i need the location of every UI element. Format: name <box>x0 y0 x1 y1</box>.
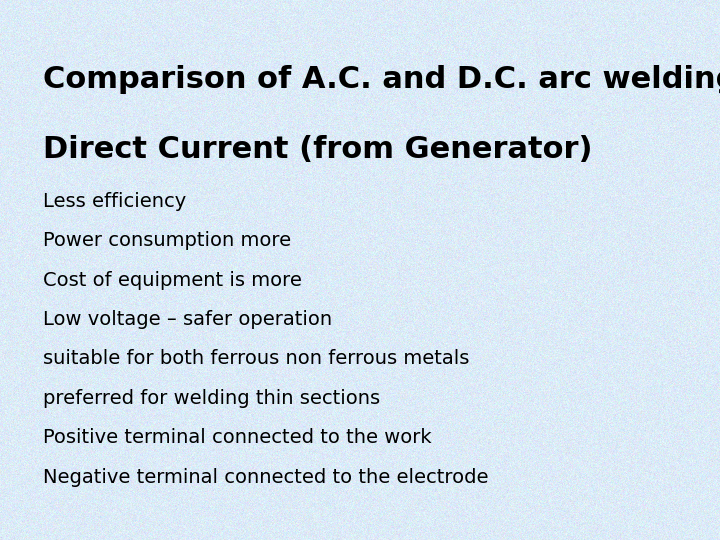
Text: preferred for welding thin sections: preferred for welding thin sections <box>43 389 380 408</box>
Text: Power consumption more: Power consumption more <box>43 231 292 250</box>
Text: Less efficiency: Less efficiency <box>43 192 186 211</box>
Text: suitable for both ferrous non ferrous metals: suitable for both ferrous non ferrous me… <box>43 349 469 368</box>
Text: Cost of equipment is more: Cost of equipment is more <box>43 271 302 289</box>
Text: Negative terminal connected to the electrode: Negative terminal connected to the elect… <box>43 468 489 487</box>
Text: Low voltage – safer operation: Low voltage – safer operation <box>43 310 333 329</box>
Text: Comparison of A.C. and D.C. arc welding: Comparison of A.C. and D.C. arc welding <box>43 65 720 94</box>
Text: Positive terminal connected to the work: Positive terminal connected to the work <box>43 428 432 447</box>
Text: Direct Current (from Generator): Direct Current (from Generator) <box>43 135 593 164</box>
